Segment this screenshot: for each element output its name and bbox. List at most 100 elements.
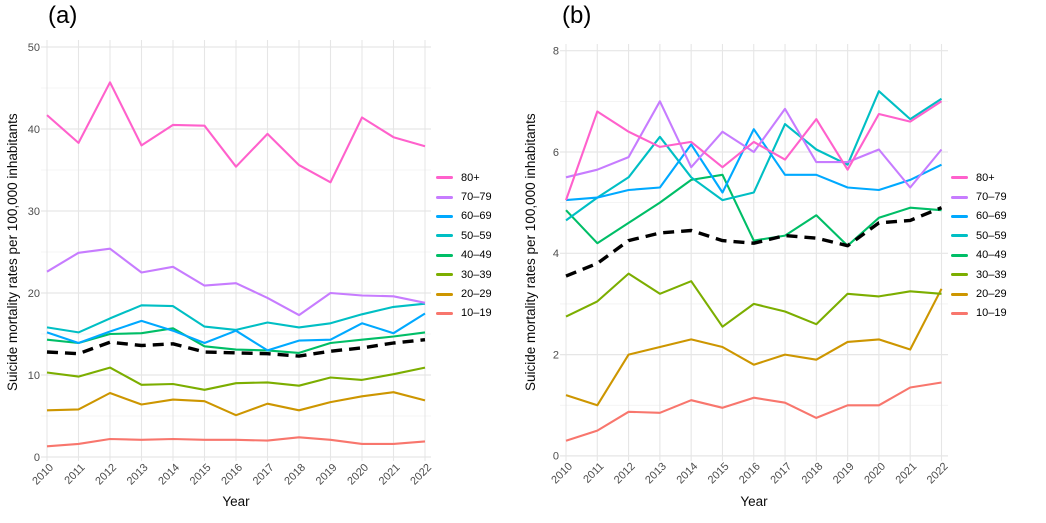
x-tick-label: 2016 — [219, 462, 245, 488]
x-tick-label: 2013 — [125, 462, 151, 488]
legend-item: 30–39 — [436, 265, 492, 284]
legend-item: 60–69 — [436, 207, 492, 226]
series-line-20–29 — [46, 391, 426, 417]
y-tick-label: 6 — [553, 147, 559, 159]
legend-item: 20–29 — [436, 284, 492, 303]
legend-key-line — [436, 311, 453, 315]
series-line-20–29 — [565, 288, 943, 407]
x-tick-label: 2012 — [93, 462, 119, 488]
x-tick-label: 2010 — [549, 461, 575, 487]
x-tick-label: 2022 — [408, 462, 434, 488]
legend-item-label: 50–59 — [976, 229, 1007, 242]
legend-key-line — [951, 273, 968, 277]
legend-key-line — [951, 234, 968, 238]
series-line-60–69 — [565, 128, 942, 202]
panel-a-legend: 80+ 70–79 60–69 50–59 40–49 30–39 20–29 10–19 — [436, 168, 492, 323]
panel-b-x-axis-title: Year — [740, 494, 768, 509]
x-tick-label: 2016 — [737, 461, 763, 487]
x-tick-label: 2017 — [768, 461, 794, 487]
series-line-10–19 — [46, 436, 426, 448]
x-tick-label: 2022 — [925, 461, 951, 487]
legend-item-label: 60–69 — [461, 210, 492, 223]
legend-item-label: 40–49 — [461, 249, 492, 262]
x-tick-label: 2012 — [612, 461, 638, 487]
legend-item: 30–39 — [951, 265, 1007, 284]
legend-key-line — [436, 176, 453, 180]
y-tick-label: 0 — [34, 452, 40, 464]
x-tick-label: 2010 — [30, 462, 56, 488]
legend-item: 60–69 — [951, 207, 1007, 226]
legend-key-line — [951, 195, 968, 199]
x-tick-label: 2019 — [314, 462, 340, 488]
legend-item: 40–49 — [951, 246, 1007, 265]
x-tick-label: 2014 — [674, 461, 700, 487]
series-line-80+ — [565, 100, 943, 201]
legend-item: 50–59 — [951, 226, 1007, 245]
legend-item-label: 10–19 — [461, 307, 492, 320]
legend-item: 40–49 — [436, 246, 492, 265]
legend-key-line — [436, 234, 453, 238]
series-line-40–49 — [565, 173, 942, 247]
legend-item-label: 70–79 — [976, 191, 1007, 204]
legend-key-line — [951, 311, 968, 315]
legend-key-line — [436, 214, 453, 218]
series-line-60–69 — [46, 312, 426, 352]
y-tick-label: 8 — [553, 46, 559, 58]
legend-item-label: 80+ — [461, 171, 480, 184]
x-tick-label: 2011 — [581, 461, 606, 486]
y-tick-label: 0 — [553, 451, 559, 463]
panel-b-tag: (b) — [562, 2, 592, 29]
legend-item: 70–79 — [436, 187, 492, 206]
legend-key-line — [436, 273, 453, 277]
legend-item-label: 80+ — [976, 171, 995, 184]
y-tick-label: 4 — [553, 248, 559, 260]
series-line-30–39 — [46, 366, 426, 391]
x-tick-label: 2019 — [831, 461, 857, 487]
x-tick-label: 2015 — [706, 461, 732, 487]
legend-key-line — [951, 253, 968, 257]
y-tick-label: 20 — [28, 288, 40, 300]
legend-item-label: 70–79 — [461, 191, 492, 204]
legend-item-label: 50–59 — [461, 229, 492, 242]
legend-item-label: 20–29 — [976, 288, 1007, 301]
legend-key-line — [436, 253, 453, 257]
x-tick-label: 2014 — [156, 462, 182, 488]
legend-key-line — [436, 195, 453, 199]
y-tick-label: 50 — [28, 42, 40, 54]
x-tick-label: 2017 — [251, 462, 277, 488]
y-tick-label: 40 — [28, 124, 40, 136]
legend-key-line — [951, 292, 968, 296]
series-line-70–79 — [46, 247, 426, 317]
legend-item: 80+ — [436, 168, 492, 187]
dashed-overall-line — [565, 206, 943, 278]
x-tick-label: 2015 — [188, 462, 214, 488]
x-tick-label: 2018 — [282, 462, 308, 488]
legend-item-label: 10–19 — [976, 307, 1007, 320]
series-line-70–79 — [565, 100, 943, 189]
legend-item: 20–29 — [951, 284, 1007, 303]
y-tick-label: 30 — [28, 206, 40, 218]
x-tick-label: 2021 — [894, 461, 920, 487]
legend-item-label: 60–69 — [976, 210, 1007, 223]
x-tick-label: 2013 — [643, 461, 669, 487]
legend-item-label: 20–29 — [461, 288, 492, 301]
x-tick-label: 2011 — [62, 462, 87, 487]
legend-item: 70–79 — [951, 187, 1007, 206]
panel-a-y-axis-title: Suicide mortality rates per 100,000 inha… — [5, 113, 20, 391]
x-tick-label: 2018 — [800, 461, 826, 487]
x-tick-label: 2020 — [862, 461, 888, 487]
series-line-50–59 — [565, 90, 943, 222]
series-line-30–39 — [565, 272, 942, 328]
panel-b-legend: 80+ 70–79 60–69 50–59 40–49 30–39 20–29 10–19 — [951, 168, 1007, 323]
legend-key-line — [951, 214, 968, 218]
legend-key-line — [951, 176, 968, 180]
legend-item: 10–19 — [951, 304, 1007, 323]
legend-item: 50–59 — [436, 226, 492, 245]
legend-item-label: 30–39 — [976, 268, 1007, 281]
x-tick-label: 2021 — [377, 462, 403, 488]
legend-key-line — [436, 292, 453, 296]
legend-item: 80+ — [951, 168, 1007, 187]
series-line-40–49 — [46, 327, 426, 354]
